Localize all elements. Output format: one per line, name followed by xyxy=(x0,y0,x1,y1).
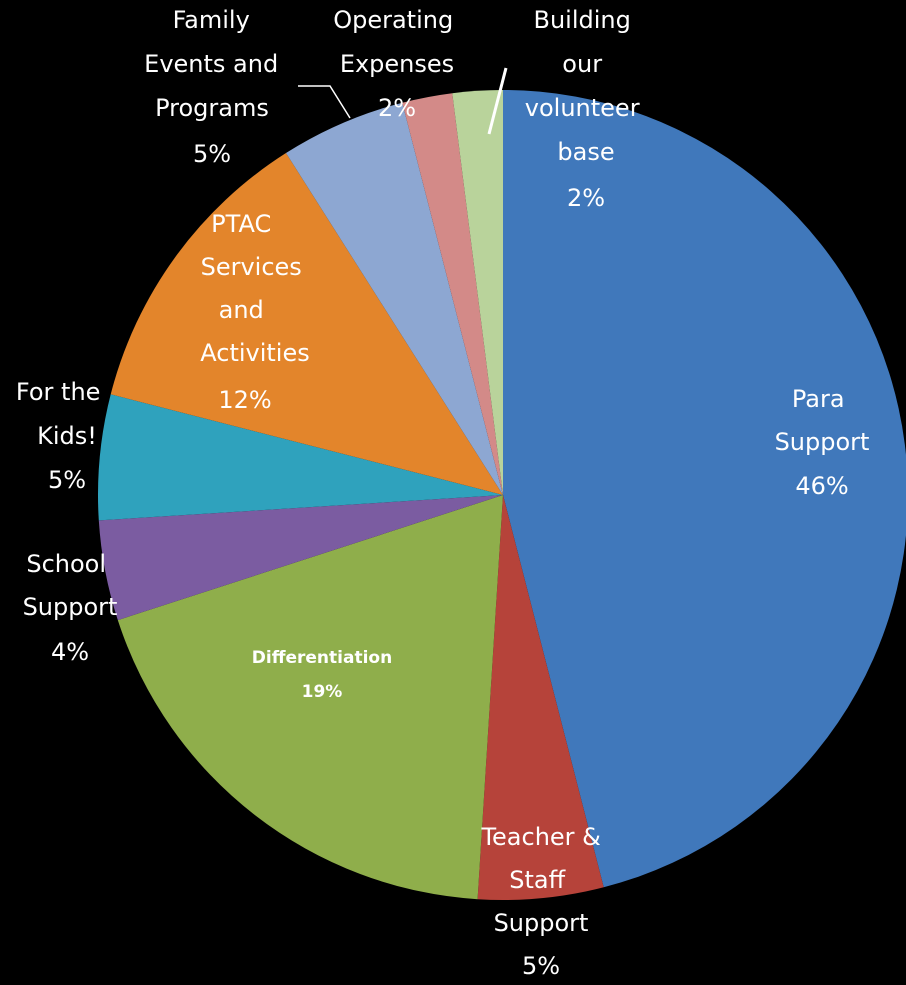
slice xyxy=(503,90,906,888)
slice xyxy=(117,495,503,900)
value-label: 5% xyxy=(193,140,231,168)
pie xyxy=(97,90,906,900)
value-label: 5% xyxy=(48,466,86,494)
value-label: 19% xyxy=(302,682,343,702)
slice-label: For the Kids! xyxy=(16,378,108,450)
leader-line xyxy=(298,85,351,119)
slice xyxy=(285,102,503,496)
slice xyxy=(97,394,503,521)
slice xyxy=(402,93,503,495)
slice-label: Differentiation xyxy=(252,648,392,668)
value-label: 2% xyxy=(378,94,416,122)
slice-label: Teacher & Staff Support xyxy=(480,823,608,937)
slice xyxy=(477,495,604,900)
slice-label: School Support xyxy=(23,550,118,621)
slice-label: Para Support xyxy=(775,385,870,456)
value-label: 5% xyxy=(522,952,560,980)
leader-line xyxy=(487,67,508,135)
slice xyxy=(110,153,504,496)
value-label: 12% xyxy=(218,386,271,414)
slice-label: Family Events and Programs xyxy=(144,6,286,122)
slice xyxy=(98,495,504,621)
value-label: 2% xyxy=(567,184,605,212)
value-label: 46% xyxy=(795,472,848,500)
slice-label: PTAC Services and Activities xyxy=(200,210,310,367)
labels: Para Support 46% Teacher & Staff Support 5%… xyxy=(16,6,870,980)
slice-label: Building our volunteer base xyxy=(525,6,647,166)
slice xyxy=(452,90,503,495)
slice-label: Operating Expenses xyxy=(333,6,461,78)
value-label: 4% xyxy=(51,638,89,666)
